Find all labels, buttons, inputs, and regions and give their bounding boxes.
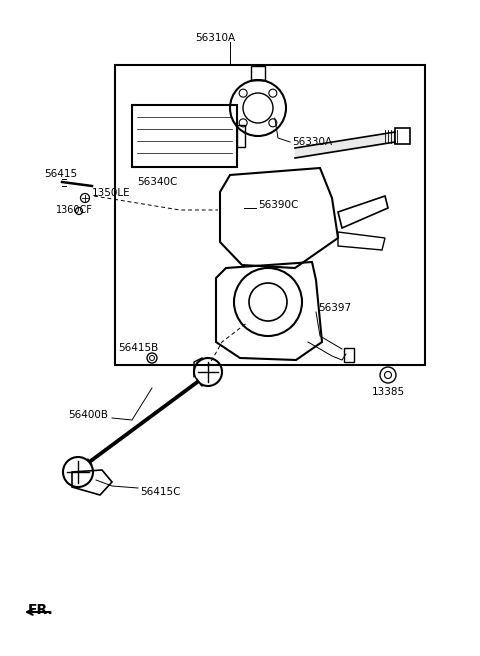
Bar (395, 128, 410, 144)
Text: 56415B: 56415B (118, 343, 158, 353)
Text: 1360CF: 1360CF (56, 205, 93, 215)
Text: 56415: 56415 (44, 169, 77, 179)
Bar (251, 66, 265, 80)
Text: 13385: 13385 (372, 387, 405, 397)
Text: 1350LE: 1350LE (92, 188, 131, 198)
Bar (115, 65, 425, 365)
Text: 56400B: 56400B (68, 410, 108, 420)
FancyArrowPatch shape (27, 609, 49, 615)
Text: 56340C: 56340C (137, 177, 178, 187)
Text: 56415C: 56415C (140, 487, 180, 497)
Bar (344, 348, 354, 362)
Text: 56397: 56397 (318, 303, 351, 313)
Text: 56390C: 56390C (258, 200, 299, 210)
Text: 56310A: 56310A (195, 33, 235, 43)
Bar (132, 105, 237, 167)
Text: 56330A: 56330A (292, 137, 332, 147)
Text: FR.: FR. (28, 603, 54, 617)
Bar (237, 125, 245, 147)
